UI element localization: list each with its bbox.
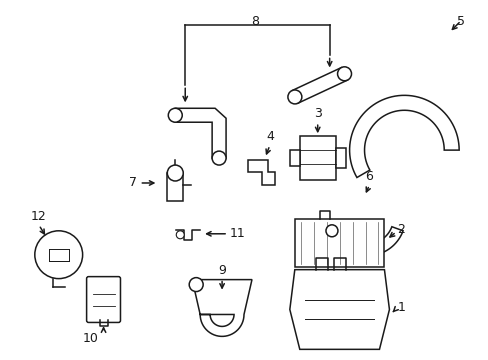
Text: 12: 12 <box>31 210 46 223</box>
Text: 8: 8 <box>250 15 259 28</box>
Bar <box>299 136 335 180</box>
Text: 6: 6 <box>365 170 373 183</box>
Circle shape <box>287 90 301 104</box>
Text: 10: 10 <box>82 332 99 345</box>
Polygon shape <box>349 95 458 177</box>
Circle shape <box>212 151 225 165</box>
Polygon shape <box>331 227 402 256</box>
Polygon shape <box>247 160 274 185</box>
Bar <box>167 173 183 201</box>
Bar <box>289 150 299 166</box>
Text: 7: 7 <box>129 176 137 189</box>
Bar <box>335 148 345 168</box>
Text: 9: 9 <box>218 264 225 276</box>
Text: 4: 4 <box>265 130 273 143</box>
Bar <box>294 219 384 267</box>
Circle shape <box>168 108 182 122</box>
Circle shape <box>325 225 337 237</box>
Polygon shape <box>289 270 388 349</box>
Circle shape <box>189 278 203 292</box>
Circle shape <box>176 231 184 239</box>
Text: 2: 2 <box>397 223 405 236</box>
Polygon shape <box>291 67 347 103</box>
FancyBboxPatch shape <box>86 276 120 323</box>
Polygon shape <box>192 280 251 336</box>
Text: 11: 11 <box>229 227 245 240</box>
Circle shape <box>337 67 351 81</box>
Circle shape <box>167 165 183 181</box>
Text: 1: 1 <box>397 301 405 314</box>
Text: 3: 3 <box>313 107 321 120</box>
Polygon shape <box>175 108 225 158</box>
Circle shape <box>35 231 82 279</box>
Text: 5: 5 <box>456 15 464 28</box>
